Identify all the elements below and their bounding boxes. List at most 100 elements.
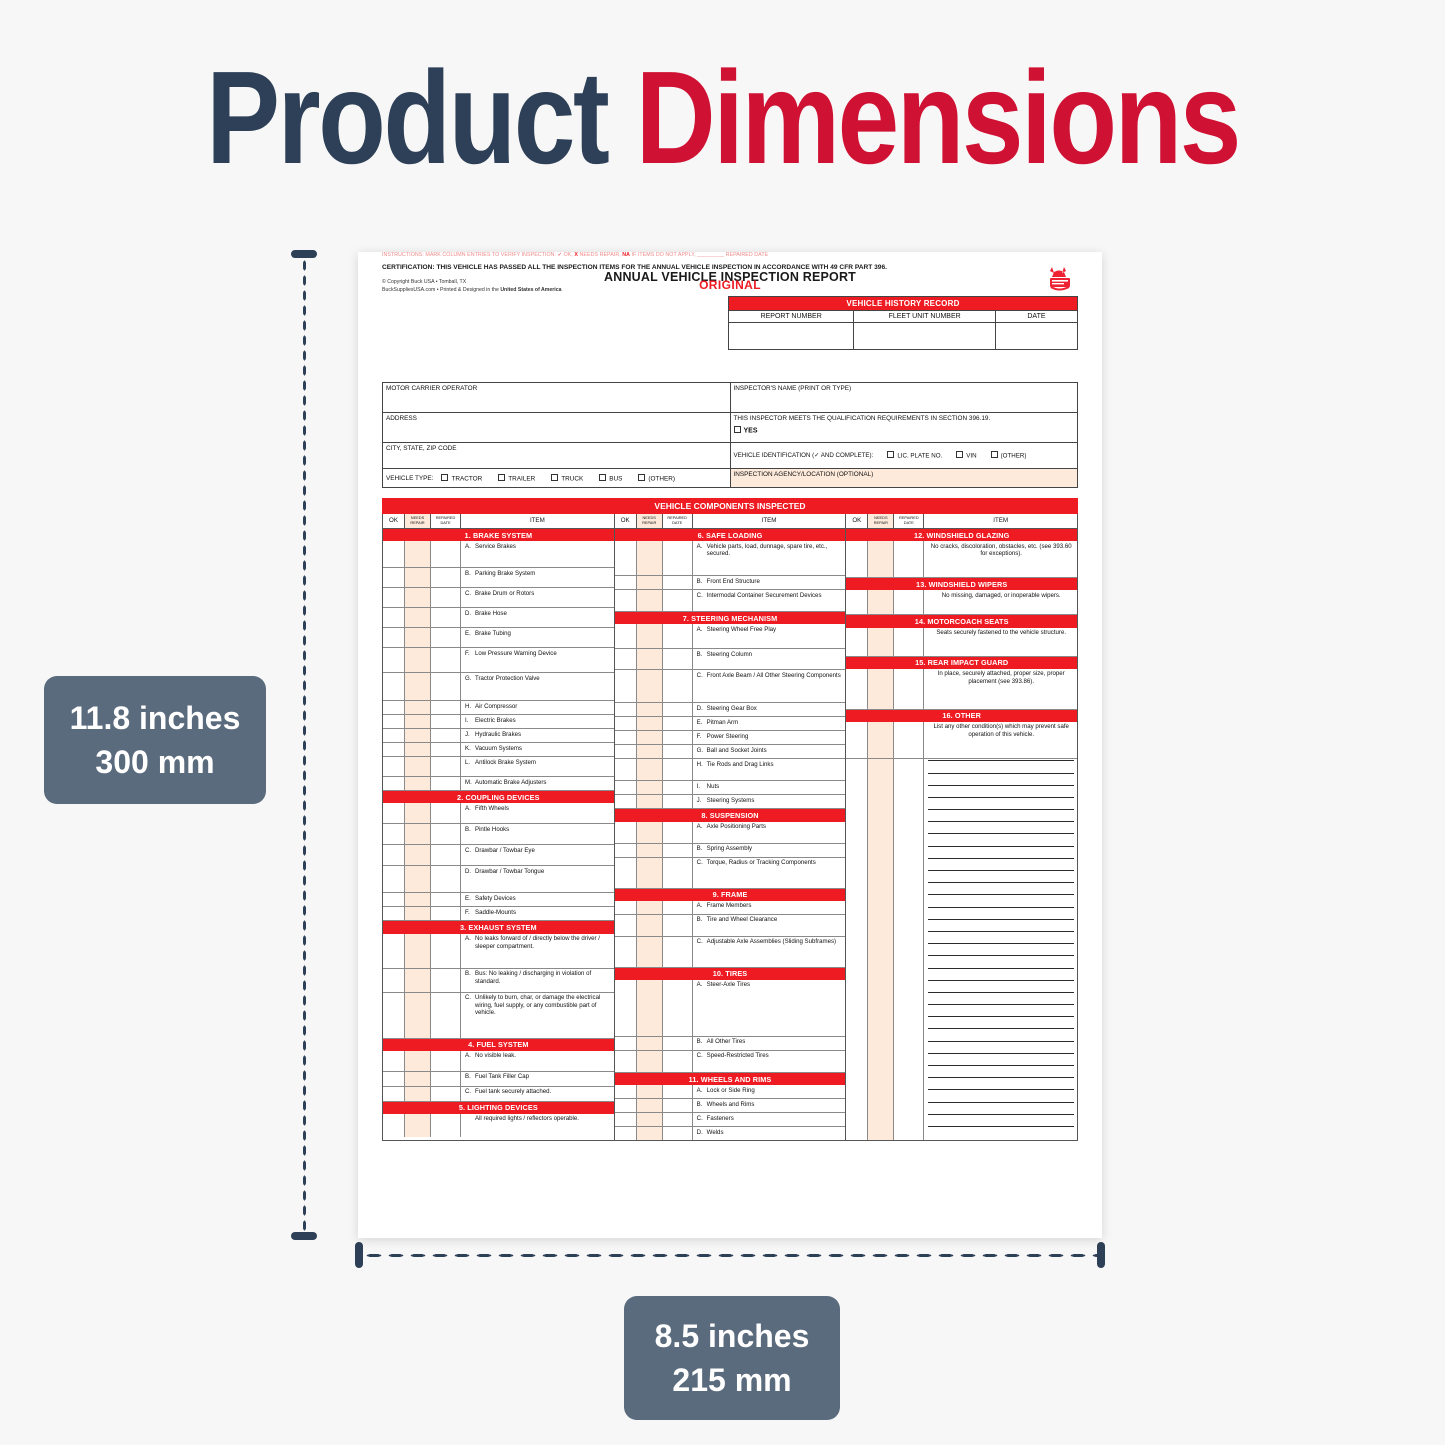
ok-checkbox-cell[interactable] [383,701,405,715]
ok-checkbox-cell[interactable] [615,795,637,809]
repaired-date-cell[interactable] [663,1036,693,1050]
repaired-date-cell[interactable] [663,1099,693,1113]
ok-checkbox-cell[interactable] [383,628,405,648]
needs-repair-cell[interactable] [405,608,431,628]
ok-checkbox-cell[interactable] [615,781,637,795]
write-in-line[interactable] [928,796,1075,809]
ok-checkbox-cell[interactable] [615,731,637,745]
needs-repair-cell[interactable] [405,757,431,777]
ok-checkbox-cell[interactable] [615,979,637,1036]
checkbox-icon[interactable] [599,473,607,481]
needs-repair-cell[interactable] [636,745,663,759]
write-in-line[interactable] [928,870,1075,882]
write-in-line[interactable] [928,943,1075,955]
needs-repair-cell[interactable] [405,588,431,608]
ok-checkbox-cell[interactable] [383,866,405,893]
vehicle-id-option-lic-plate[interactable]: LIC. PLATE NO. [887,451,942,460]
needs-repair-cell[interactable] [636,649,663,670]
vehicle-id-option-vin[interactable]: VIN [956,451,977,460]
needs-repair-cell[interactable] [405,568,431,588]
ok-checkbox-cell[interactable] [846,590,869,615]
ok-checkbox-cell[interactable] [615,1036,637,1050]
needs-repair-cell[interactable] [868,721,895,758]
repaired-date-cell[interactable] [663,759,693,781]
ok-checkbox-cell[interactable] [615,649,637,670]
needs-repair-cell[interactable] [405,968,431,992]
vehicle-type-option-other[interactable]: (OTHER) [638,473,675,482]
checkbox-icon[interactable] [990,451,998,459]
ok-checkbox-cell[interactable] [846,758,869,1140]
needs-repair-cell[interactable] [868,668,895,709]
repaired-date-cell[interactable] [431,715,461,729]
inspection-agency-field[interactable]: INSPECTION AGENCY/LOCATION (OPTIONAL) [730,469,1077,487]
write-in-line[interactable] [928,967,1075,980]
repaired-date-cell[interactable] [431,648,461,673]
repaired-date-cell[interactable] [894,541,925,578]
repaired-date-cell[interactable] [663,590,693,612]
needs-repair-cell[interactable] [636,795,663,809]
write-in-line[interactable] [928,1065,1075,1077]
needs-repair-cell[interactable] [405,715,431,729]
needs-repair-cell[interactable] [636,576,663,590]
repaired-date-cell[interactable] [663,900,693,914]
needs-repair-cell[interactable] [405,866,431,893]
needs-repair-cell[interactable] [636,857,663,888]
ok-checkbox-cell[interactable] [615,1099,637,1113]
repaired-date-cell[interactable] [431,541,461,568]
repaired-date-cell[interactable] [431,907,461,921]
needs-repair-cell[interactable] [405,777,431,791]
ok-checkbox-cell[interactable] [383,715,405,729]
ok-checkbox-cell[interactable] [846,627,869,656]
repaired-date-cell[interactable] [894,668,925,709]
vehicle-type-option-tractor[interactable]: TRACTOR [441,473,482,482]
ok-checkbox-cell[interactable] [383,933,405,968]
repaired-date-cell[interactable] [894,721,925,758]
ok-checkbox-cell[interactable] [615,590,637,612]
needs-repair-cell[interactable] [636,1113,663,1127]
repaired-date-cell[interactable] [663,670,693,703]
address-field[interactable]: ADDRESS [383,413,730,443]
checkbox-icon[interactable] [551,473,559,481]
needs-repair-cell[interactable] [636,1085,663,1099]
checkbox-icon[interactable] [498,473,506,481]
needs-repair-cell[interactable] [405,1071,431,1086]
write-in-line[interactable] [928,955,1075,967]
report-number-field[interactable] [729,323,855,349]
write-in-line[interactable] [928,784,1075,797]
repaired-date-cell[interactable] [431,568,461,588]
needs-repair-cell[interactable] [405,729,431,743]
write-in-line[interactable] [928,1016,1075,1028]
write-in-line[interactable] [928,1077,1075,1089]
write-in-line[interactable] [928,882,1075,894]
repaired-date-cell[interactable] [663,1050,693,1072]
ok-checkbox-cell[interactable] [383,1071,405,1086]
ok-checkbox-cell[interactable] [615,670,637,703]
vehicle-id-option-other[interactable]: (OTHER) [990,451,1026,460]
repaired-date-cell[interactable] [431,968,461,992]
needs-repair-cell[interactable] [868,590,895,615]
ok-checkbox-cell[interactable] [846,541,869,578]
repaired-date-cell[interactable] [431,1050,461,1071]
ok-checkbox-cell[interactable] [383,893,405,907]
ok-checkbox-cell[interactable] [615,576,637,590]
needs-repair-cell[interactable] [636,936,663,967]
repaired-date-cell[interactable] [663,1113,693,1127]
write-in-line[interactable] [928,918,1075,931]
repaired-date-cell[interactable] [431,1113,461,1137]
repaired-date-cell[interactable] [431,673,461,701]
ok-checkbox-cell[interactable] [615,857,637,888]
repaired-date-cell[interactable] [431,893,461,907]
repaired-date-cell[interactable] [894,758,925,1140]
repaired-date-cell[interactable] [431,757,461,777]
ok-checkbox-cell[interactable] [383,568,405,588]
needs-repair-cell[interactable] [868,627,895,656]
repaired-date-cell[interactable] [663,624,693,649]
needs-repair-cell[interactable] [636,781,663,795]
write-in-line[interactable] [928,991,1075,1004]
write-in-line[interactable] [928,1101,1075,1114]
ok-checkbox-cell[interactable] [846,668,869,709]
ok-checkbox-cell[interactable] [383,968,405,992]
needs-repair-cell[interactable] [636,821,663,843]
write-in-line[interactable] [928,1040,1075,1053]
ok-checkbox-cell[interactable] [383,541,405,568]
